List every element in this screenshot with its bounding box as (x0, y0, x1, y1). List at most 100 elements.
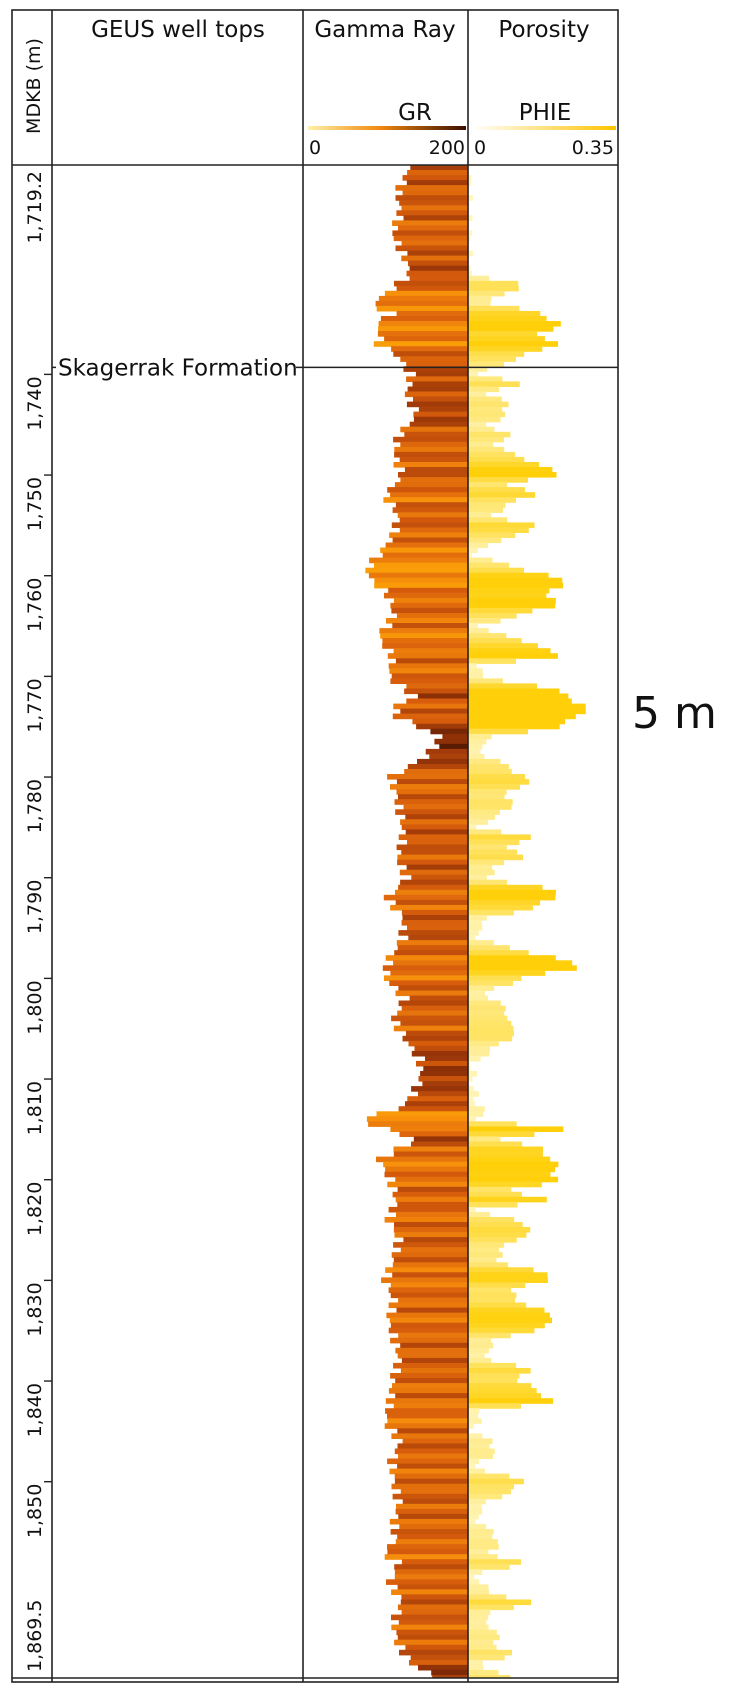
gr-band (397, 1584, 468, 1590)
gr-band (409, 1659, 468, 1666)
gr-band (390, 678, 468, 684)
phie-band (468, 290, 505, 297)
phie-band (468, 784, 520, 790)
gr-band (404, 688, 468, 695)
phie-band (468, 537, 502, 544)
phie-band (468, 1050, 490, 1057)
gr-band (416, 1060, 468, 1067)
phie-band (468, 195, 474, 201)
gr-band (401, 1005, 468, 1012)
phie-band (468, 1569, 483, 1575)
phie-band (468, 446, 505, 453)
phie-band (468, 1166, 555, 1173)
phie-band (468, 502, 506, 508)
gr-band (400, 441, 468, 448)
phie-band (468, 728, 528, 735)
phie-band (468, 658, 516, 664)
phie-band (468, 1317, 552, 1324)
gr-band (408, 260, 468, 267)
phie-band (468, 718, 566, 725)
phie-band (468, 1378, 518, 1384)
gr-band (391, 1433, 468, 1439)
gr-band (405, 829, 468, 835)
gr-band (397, 1634, 468, 1641)
depth-tick-label: 1,810 (24, 1081, 46, 1135)
phie-band (468, 235, 471, 242)
gr-band (394, 799, 468, 805)
gr-band (391, 1589, 468, 1595)
phie-band (468, 436, 504, 443)
gr-band (398, 985, 468, 991)
gr-band (399, 1524, 468, 1530)
gr-band (394, 1232, 468, 1238)
phie-band (468, 305, 520, 312)
phie-band (468, 1322, 545, 1329)
gr-band (390, 1292, 468, 1299)
phie-band (468, 874, 487, 881)
gr-band (394, 1569, 468, 1575)
phie-band (468, 844, 507, 851)
gr-band (382, 552, 468, 559)
phie-band (468, 1664, 484, 1671)
phie-band (468, 1040, 499, 1047)
phie-band (468, 628, 489, 634)
phie-band (468, 391, 487, 398)
gr-band (395, 889, 468, 896)
phie-scale-max: 0.35 (572, 137, 614, 159)
phie-band (468, 250, 474, 257)
gr-band (391, 1624, 468, 1631)
gr-band (403, 804, 468, 810)
gr-band (380, 316, 468, 322)
phie-band (468, 1554, 498, 1560)
formation-top-label-bg (56, 352, 296, 383)
phie-band (468, 955, 556, 961)
gr-band (397, 1463, 468, 1470)
gr-band (395, 195, 468, 201)
gr-band (398, 794, 468, 800)
phie-color-bar (472, 126, 616, 130)
gr-band (391, 1252, 468, 1258)
phie-band (468, 960, 573, 966)
gr-band (425, 1055, 468, 1062)
gr-band (401, 920, 468, 926)
phie-band (468, 1443, 490, 1449)
phie-band (468, 1262, 509, 1268)
phie-band (468, 653, 558, 659)
phie-band (468, 1539, 498, 1545)
gr-band (414, 1045, 468, 1052)
phie-band (468, 1292, 517, 1299)
gr-band (395, 1378, 468, 1384)
phie-band (468, 1015, 508, 1022)
gr-band (405, 1644, 468, 1651)
gr-band (376, 305, 468, 312)
phie-band (468, 230, 473, 236)
gr-band (398, 1453, 468, 1460)
phie-band (468, 180, 472, 186)
gr-band (396, 1211, 468, 1218)
gr-band (400, 356, 468, 362)
phie-band (468, 381, 520, 387)
gr-band (393, 1227, 468, 1233)
gr-band (431, 1669, 468, 1676)
gr-band (394, 1478, 468, 1485)
phie-band (468, 517, 508, 523)
phie-band (468, 1599, 531, 1606)
phie-curve-fill (468, 175, 586, 1678)
phie-band (468, 1413, 479, 1419)
gr-band (394, 950, 468, 956)
gr-band (397, 1443, 468, 1449)
gr-band (403, 366, 468, 372)
gr-band (398, 834, 468, 840)
depth-ticks: 1,719.2 1,740 1,750 1,760 1,770 1,780 1,790 1,8… (24, 171, 52, 1672)
phie-band (468, 909, 514, 916)
gr-band (392, 537, 468, 544)
gr-band (407, 386, 468, 393)
phie-band (468, 1503, 482, 1510)
phie-band (468, 492, 536, 498)
phie-band (468, 915, 487, 921)
gr-band (401, 1609, 468, 1616)
phie-band (468, 985, 495, 991)
gr-band (425, 748, 468, 755)
phie-band (468, 1287, 512, 1293)
depth-tick-label: 1,719.2 (24, 171, 46, 244)
